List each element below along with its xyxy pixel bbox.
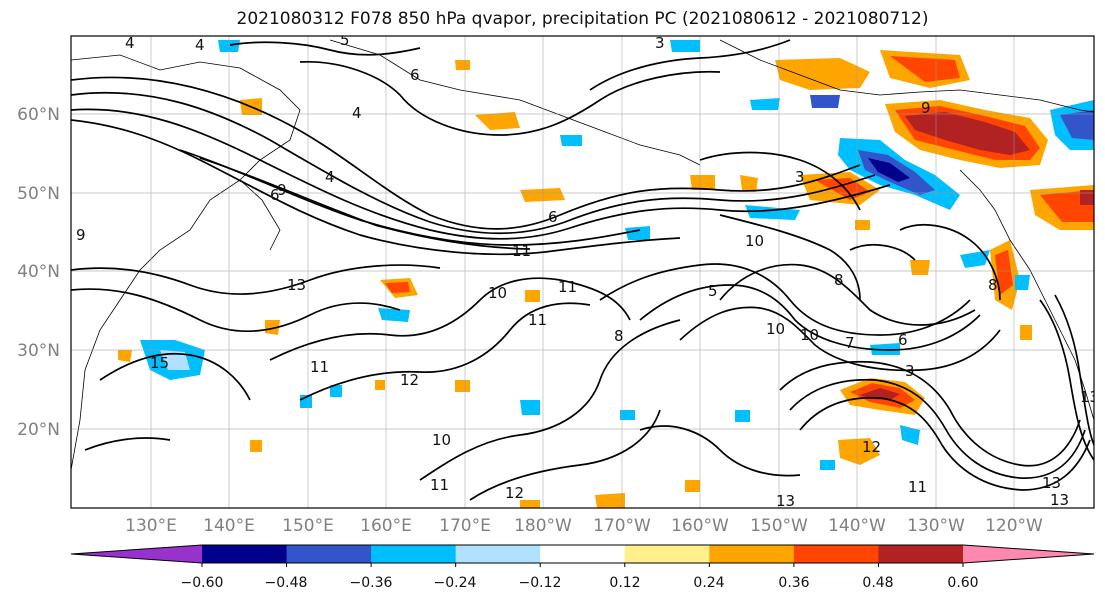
lon-label: 130°W: [907, 516, 965, 536]
colorbar-tick-label: 0.12: [609, 575, 640, 591]
colorbar-segment: [286, 545, 372, 563]
contour-label: 11: [908, 478, 927, 496]
lon-label: 180°W: [514, 516, 572, 536]
contour-label: 10: [745, 232, 764, 250]
colorbar-extend-low: [71, 545, 202, 563]
latitude-labels: 60°N 50°N 40°N 30°N 20°N: [17, 105, 60, 440]
colorbar-segment: [371, 545, 457, 563]
lon-label: 150°W: [750, 516, 808, 536]
lon-label: 150°E: [282, 516, 334, 536]
contour-labels: 3 4 4 6 6 4 9 3 4 6 11 10 13 13 10 11 11…: [76, 31, 1099, 510]
colorbar-segment: [455, 545, 541, 563]
contour-label: 12: [862, 438, 881, 456]
contour-label: 9: [921, 99, 931, 117]
contour-label: 4: [325, 168, 335, 186]
colorbar: [70, 544, 1095, 567]
contour-label: 11: [310, 358, 329, 376]
lat-label-40n: 40°N: [17, 262, 60, 282]
contour-label: 10: [766, 320, 785, 338]
qvapor-contours: [71, 39, 1094, 501]
contour-label: 13: [1050, 491, 1069, 509]
contour-label: 5: [340, 31, 350, 49]
colorbar-segment: [624, 545, 710, 563]
contour-label: 10: [432, 431, 451, 449]
contour-label: 12: [400, 371, 419, 389]
colorbar-extend-high: [963, 545, 1094, 563]
contour-label: 9: [76, 226, 86, 244]
contour-label: 11: [558, 278, 577, 296]
colorbar-segment: [793, 545, 879, 563]
colorbar-tick-labels: −0.60 −0.48 −0.36 −0.24 −0.12 0.12 0.24 …: [181, 575, 979, 591]
contour-label: 4: [352, 104, 362, 122]
contour-label: 13: [287, 276, 306, 294]
colorbar-tick-label: 0.24: [693, 575, 724, 591]
contour-label: 4: [195, 36, 205, 54]
contour-label: 13: [776, 492, 795, 510]
lat-label-60n: 60°N: [17, 105, 60, 125]
colorbar-tick-label: 0.48: [862, 575, 893, 591]
contour-label: 10: [488, 284, 507, 302]
contour-label: 3: [655, 34, 665, 52]
contour-label: 12: [505, 484, 524, 502]
lon-label: 170°W: [593, 516, 651, 536]
colorbar-segment: [709, 545, 795, 563]
contour-label: 8: [614, 327, 624, 345]
map-border: [70, 35, 1095, 509]
contour-label: 10: [800, 326, 819, 344]
lat-label-50n: 50°N: [17, 184, 60, 204]
map-title: 2021080312 F078 850 hPa qvapor, precipit…: [236, 9, 929, 29]
contour-label: 3: [795, 168, 805, 186]
colorbar-tick-label: 0.36: [778, 575, 809, 591]
colorbar-tick-label: −0.60: [181, 575, 224, 591]
contour-label: 15: [150, 354, 169, 372]
lat-label-30n: 30°N: [17, 341, 60, 361]
contour-label: 6: [270, 186, 280, 204]
colorbar-segment: [878, 545, 964, 563]
lat-label-20n: 20°N: [17, 420, 60, 440]
longitude-labels: 130°E 140°E 150°E 160°E 170°E 180°W 170°…: [125, 516, 1043, 536]
lon-label: 140°W: [828, 516, 886, 536]
contour-label: 4: [125, 34, 135, 52]
contour-label: 3: [905, 362, 915, 380]
colorbar-segment: [202, 545, 288, 563]
contour-label: 11: [528, 311, 547, 329]
lon-label: 170°E: [439, 516, 491, 536]
lon-label: 160°W: [671, 516, 729, 536]
colorbar-segment: [540, 545, 626, 563]
contour-label: 11: [512, 242, 531, 260]
colorbar-tick-label: 0.60: [947, 575, 978, 591]
contour-label: 8: [988, 276, 998, 294]
lon-label: 120°W: [985, 516, 1043, 536]
colorbar-tick-label: −0.36: [350, 575, 393, 591]
contour-label: 6: [548, 208, 558, 226]
contour-label: 9: [277, 181, 287, 199]
contour-label: 6: [410, 66, 420, 84]
contour-label: 13: [1080, 388, 1099, 406]
colorbar-tick-label: −0.12: [519, 575, 562, 591]
contour-label: 5: [708, 282, 718, 300]
colorbar-tick-label: −0.24: [434, 575, 477, 591]
contour-label: 6: [898, 331, 908, 349]
lon-label: 140°E: [203, 516, 255, 536]
contour-label: 7: [845, 334, 855, 352]
gridlines: [71, 36, 1094, 508]
contour-label: 8: [834, 271, 844, 289]
contour-label: 11: [430, 476, 449, 494]
contour-label: 13: [1042, 474, 1061, 492]
lon-label: 130°E: [125, 516, 177, 536]
lon-label: 160°E: [360, 516, 412, 536]
colorbar-tick-label: −0.48: [265, 575, 308, 591]
